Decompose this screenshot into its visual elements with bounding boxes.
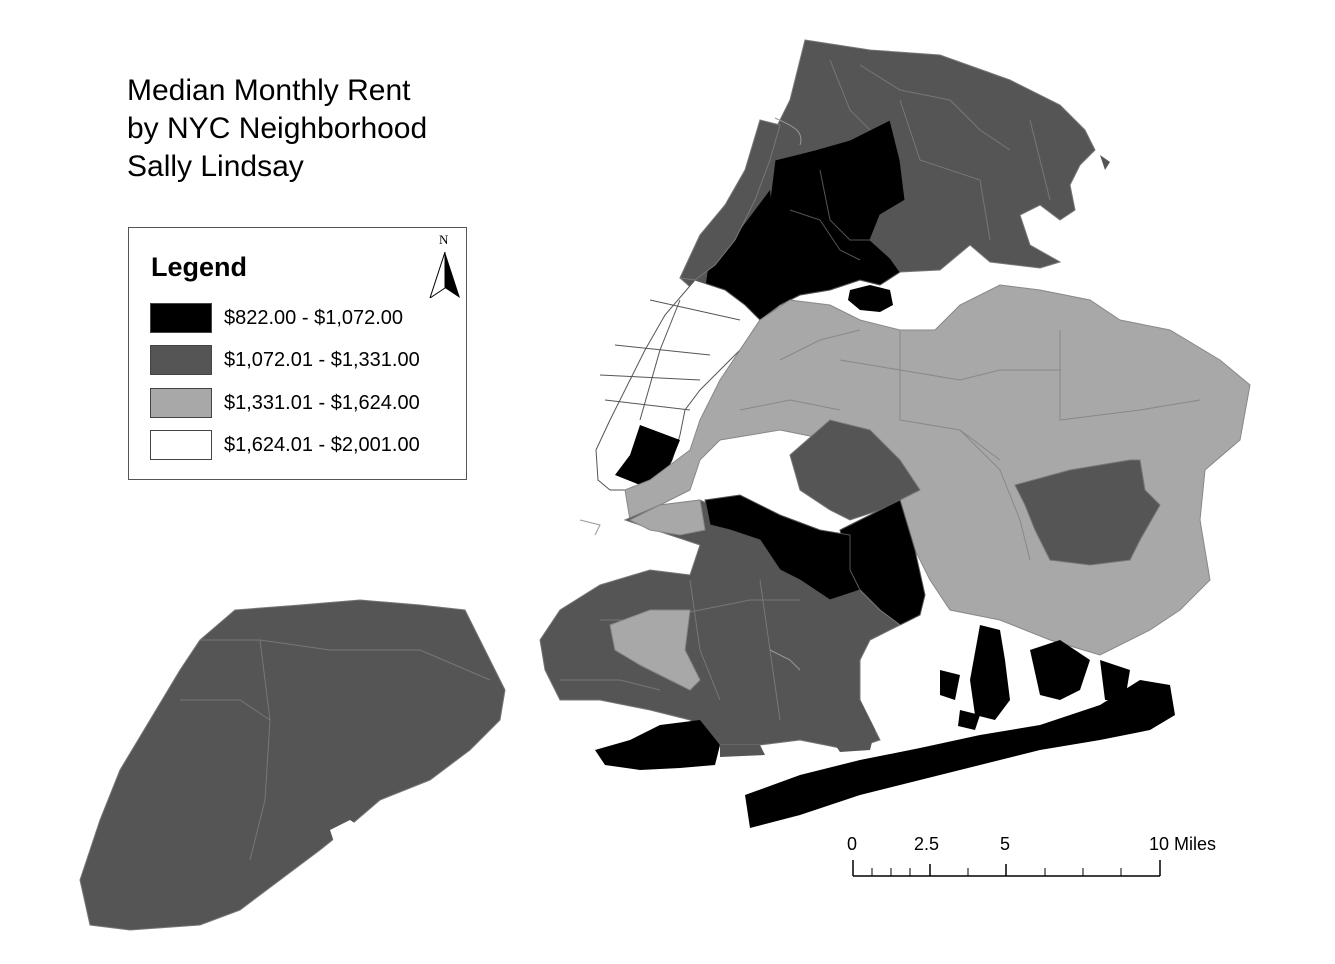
legend-item-class4: $1,624.01 - $2,001.00	[150, 429, 420, 461]
legend-swatch	[150, 303, 212, 333]
legend-swatch	[150, 388, 212, 418]
legend-label: $1,331.01 - $1,624.00	[224, 391, 420, 414]
north-arrow: N	[429, 232, 461, 300]
legend-item-class1: $822.00 - $1,072.00	[150, 302, 403, 334]
legend-box: Legend N $822.00 - $1,072.00 $1,072.01 -…	[128, 227, 467, 480]
legend-heading: Legend	[151, 252, 248, 282]
title-line-1: Median Monthly Rent	[127, 74, 411, 107]
inwood	[679, 119, 781, 281]
title-line-2: by NYC Neighborhood	[127, 112, 428, 145]
legend-label: $1,624.01 - $2,001.00	[224, 433, 420, 456]
legend-swatch	[150, 430, 212, 460]
title-author: Sally Lindsay	[127, 150, 304, 183]
north-letter: N	[439, 232, 449, 247]
legend-label: $822.00 - $1,072.00	[224, 306, 404, 329]
queens-southeast	[1014, 459, 1161, 566]
map-title: Median Monthly Rent by NYC Neighborhood …	[127, 72, 427, 186]
legend-label: $1,072.01 - $1,331.00	[224, 348, 420, 371]
staten-island	[79, 599, 506, 931]
rockaway	[745, 680, 1175, 828]
scale-label-10-miles: 10 Miles	[1149, 834, 1217, 854]
scale-ticks	[852, 860, 1161, 877]
legend-item-class3: $1,331.01 - $1,624.00	[150, 387, 420, 419]
legend-swatch	[150, 345, 212, 375]
scale-label-0: 0	[847, 834, 858, 854]
scale-label-2-5: 2.5	[914, 834, 940, 854]
scale-label-5: 5	[1000, 834, 1011, 854]
brooklyn-gray	[609, 609, 701, 691]
legend-item-class2: $1,072.01 - $1,331.00	[150, 344, 420, 376]
scale-bar: 0 2.5 5 10 Miles	[820, 830, 1240, 890]
north-arrow-icon	[429, 251, 460, 300]
coney-island	[595, 720, 720, 770]
brooklyn-black	[704, 494, 861, 601]
